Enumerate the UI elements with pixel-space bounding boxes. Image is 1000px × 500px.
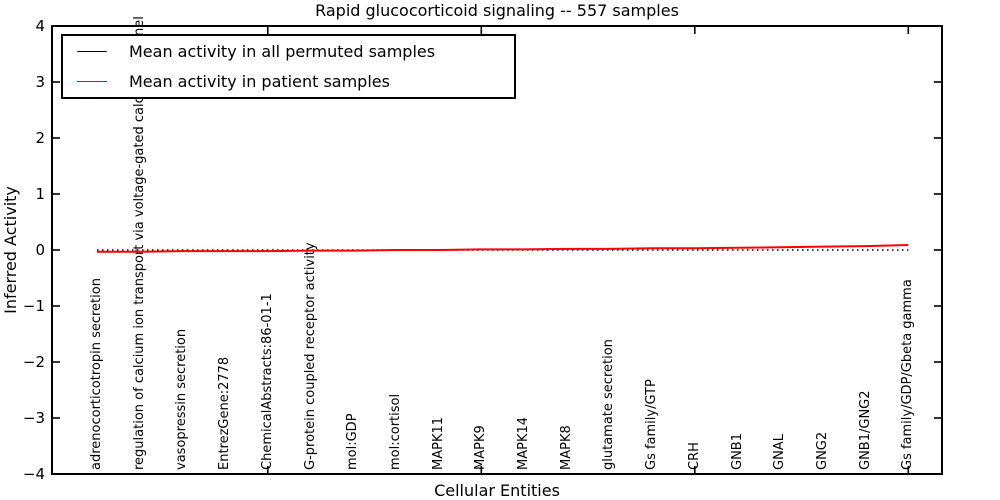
chart-title: Rapid glucocorticoid signaling -- 557 sa… [315,1,679,20]
y-tick-label: 2 [35,129,45,147]
y-tick-label: 3 [35,73,45,91]
y-tick-label: 0 [35,241,45,259]
axis-ticks [52,25,942,475]
y-tick-label: −4 [22,465,45,483]
series-line-patient [97,244,909,253]
x-axis-title: Cellular Entities [434,481,560,500]
data-series [97,244,909,253]
y-tick-label: −2 [22,353,45,371]
legend-label: Mean activity in patient samples [129,72,390,91]
y-tick-label: 4 [35,17,45,35]
legend-line-sample [77,51,107,52]
legend-line-sample [77,81,107,82]
legend-item-permuted: Mean activity in all permuted samples [63,37,514,66]
legend-item-patient: Mean activity in patient samples [63,67,514,96]
y-tick-label: −3 [22,409,45,427]
legend: Mean activity in all permuted samples Me… [61,34,516,99]
legend-label: Mean activity in all permuted samples [129,42,436,61]
y-tick-label: 1 [35,185,45,203]
y-tick-label: −1 [22,297,45,315]
